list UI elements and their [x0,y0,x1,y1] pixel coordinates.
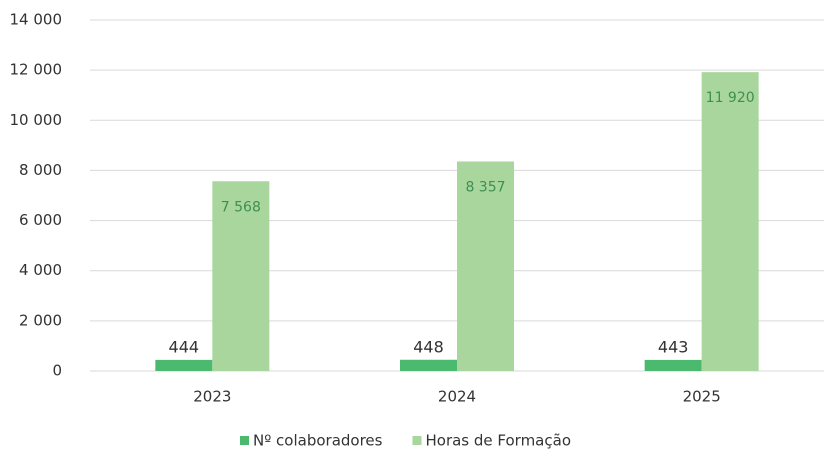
y-tick-label: 8 000 [19,161,62,179]
data-label: 448 [413,337,444,356]
legend-label: Horas de Formação [425,432,571,450]
x-tick-label: 2023 [193,388,231,406]
data-label: 8 357 [465,179,505,195]
bar [155,359,213,371]
legend-swatch [240,436,249,445]
legend-swatch [412,436,422,445]
bar [701,72,759,372]
bar [212,181,270,371]
bar [644,359,702,371]
y-tick-label: 12 000 [10,61,63,79]
y-tick-label: 14 000 [10,11,63,29]
data-label: 443 [658,337,689,356]
y-tick-label: 10 000 [10,111,63,129]
data-label: 11 920 [706,90,755,106]
x-tick-label: 2024 [438,388,476,406]
y-tick-label: 2 000 [19,311,62,329]
x-tick-label: 2025 [683,388,721,406]
data-label: 7 568 [221,199,261,215]
y-tick-label: 0 [52,362,62,380]
data-label: 444 [169,337,200,356]
y-tick-label: 4 000 [19,261,62,279]
bar [457,161,514,371]
bar [400,359,457,371]
legend-label: Nº colaboradores [253,432,383,450]
y-tick-label: 6 000 [19,211,62,229]
